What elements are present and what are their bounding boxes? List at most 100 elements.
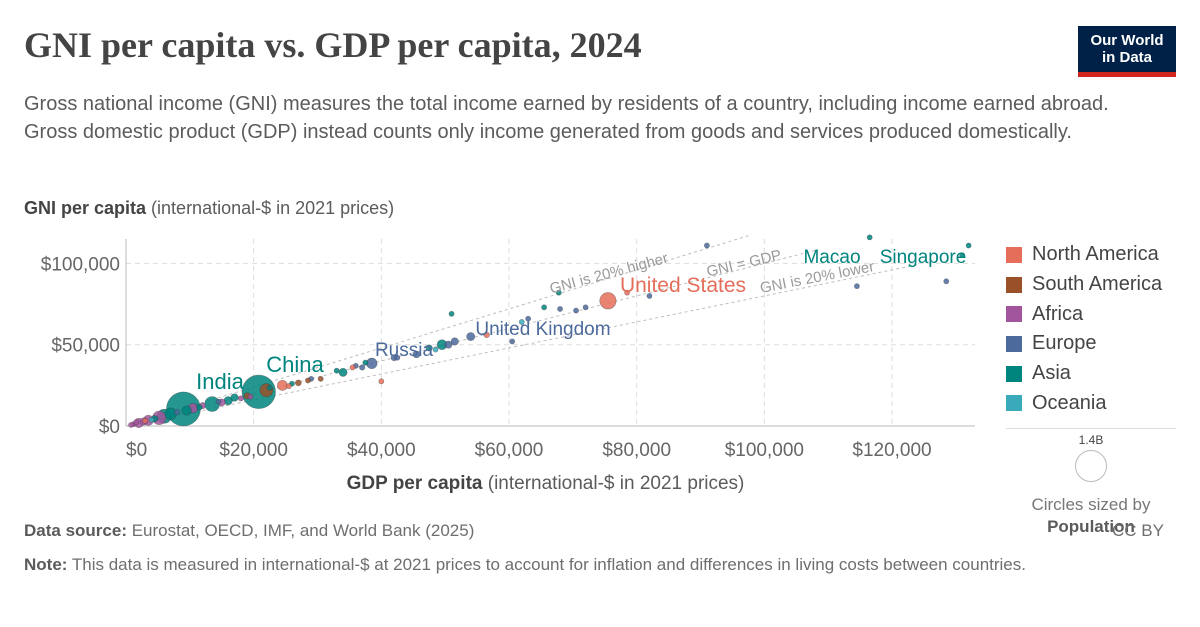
legend-swatch [1006, 276, 1022, 293]
x-tick-label: $120,000 [852, 440, 931, 461]
size-variable: Population [1047, 517, 1135, 536]
scatter-point [703, 242, 710, 249]
scatter-point [230, 393, 239, 402]
scatter-point [295, 379, 302, 387]
scatter-point [448, 310, 455, 317]
legend-label: Asia [1032, 362, 1071, 385]
scatter-point [599, 292, 617, 310]
scatter-point [394, 354, 401, 361]
scatter-point [148, 416, 155, 423]
country-label: India [196, 369, 244, 394]
license-link[interactable]: CC BY [1112, 521, 1164, 540]
legend-label: Oceania [1032, 391, 1107, 414]
scatter-point [181, 405, 192, 416]
scatter-point [133, 419, 140, 425]
scatter-point [359, 364, 366, 371]
country-label: United Kingdom [475, 319, 610, 340]
legend-item[interactable]: Asia [1006, 359, 1162, 389]
scatter-point [557, 306, 563, 312]
scatter-point [466, 332, 476, 341]
y-axis-label: GNI per capita (international-$ in 2021 … [24, 198, 394, 219]
scatter-chart: $0 $50,000 $100,000 $0 $20,000 $40,000 $60,000… [41, 234, 975, 494]
legend-label: Europe [1032, 332, 1097, 355]
size-legend-circle [1075, 450, 1107, 482]
source-text: Eurostat, OECD, IMF, and World Bank (202… [126, 521, 475, 540]
x-tick-label: $60,000 [475, 440, 544, 461]
legend-label: North America [1032, 243, 1159, 266]
chart-note: Note: This data is measured in internati… [24, 553, 1174, 577]
y-axis-label-rest: (international-$ in 2021 prices) [146, 198, 395, 218]
scatter-point [305, 377, 311, 384]
country-label: Macao [803, 247, 860, 268]
owid-logo[interactable]: Our World in Data [1078, 26, 1176, 77]
chart-title: GNI per capita vs. GDP per capita, 2024 [24, 25, 642, 65]
scatter-point [317, 375, 324, 382]
scatter-point [965, 242, 972, 249]
scatter-point [541, 304, 548, 311]
x-tick-label: $40,000 [347, 440, 416, 461]
logo-line-1: Our World [1090, 32, 1164, 49]
scatter-point [854, 283, 860, 290]
scatter-point [432, 346, 439, 353]
scatter-point [266, 384, 273, 391]
scatter-point [555, 289, 562, 296]
scatter-point [483, 331, 490, 339]
country-label: China [266, 352, 324, 377]
x-tick-label: $100,000 [725, 440, 804, 461]
scatter-point [624, 289, 631, 296]
legend-swatch [1006, 335, 1022, 352]
x-axis-label: GDP per capita (international-$ in 2021 … [347, 473, 745, 494]
x-axis-label-bold: GDP per capita [347, 473, 483, 494]
x-tick-label: $20,000 [219, 440, 288, 461]
scatter-point [450, 337, 459, 346]
scatter-point [247, 393, 254, 400]
country-label: Russia [375, 340, 434, 361]
x-tick-label: $80,000 [602, 440, 671, 461]
reference-line [125, 234, 752, 427]
color-legend: North America South America Africa Europe As… [1006, 240, 1162, 418]
scatter-point [241, 374, 276, 409]
legend-label: South America [1032, 273, 1163, 296]
scatter-point [525, 315, 532, 322]
x-axis-label-rest: (international-$ in 2021 prices) [482, 473, 744, 494]
scatter-point [285, 383, 292, 390]
scatter-point [349, 364, 356, 371]
scatter-point [573, 307, 579, 314]
size-legend: 1.4B Circles sized by Population [1006, 428, 1176, 538]
scatter-point [959, 252, 966, 259]
scatter-point [518, 319, 525, 325]
scatter-point [378, 378, 385, 385]
legend-item[interactable]: Oceania [1006, 388, 1162, 418]
legend-item[interactable]: Africa [1006, 299, 1162, 329]
y-tick-label: $50,000 [51, 336, 120, 357]
legend-label: Africa [1032, 302, 1084, 325]
legend-item[interactable]: North America [1006, 240, 1162, 270]
legend-swatch [1006, 246, 1022, 263]
legend-item[interactable]: South America [1006, 270, 1162, 300]
legend-item[interactable]: Europe [1006, 329, 1162, 359]
scatter-point [412, 350, 421, 359]
note-text: This data is measured in international-$… [67, 555, 1026, 574]
scatter-point [362, 359, 369, 366]
legend-swatch [1006, 395, 1022, 412]
scatter-point [582, 304, 589, 311]
scatter-point [142, 417, 149, 424]
y-tick-label: $0 [99, 417, 120, 438]
size-legend-value: 1.4B [1078, 433, 1104, 447]
size-caption-text: Circles sized by [1031, 495, 1151, 514]
scatter-point [238, 395, 244, 402]
scatter-point [128, 421, 135, 428]
x-tick-label: $0 [126, 440, 147, 461]
data-source: Data source: Eurostat, OECD, IMF, and Wo… [24, 521, 474, 541]
scatter-point [215, 398, 222, 405]
scatter-point [425, 344, 433, 352]
legend-swatch [1006, 365, 1022, 382]
note-label: Note: [24, 555, 68, 574]
scatter-point [866, 234, 873, 241]
scatter-point [646, 293, 653, 299]
y-tick-label: $100,000 [41, 254, 120, 275]
scatter-point [333, 367, 340, 374]
size-legend-caption: Circles sized by Population [1006, 494, 1176, 538]
country-label: United States [620, 274, 746, 297]
scatter-point [338, 367, 348, 377]
